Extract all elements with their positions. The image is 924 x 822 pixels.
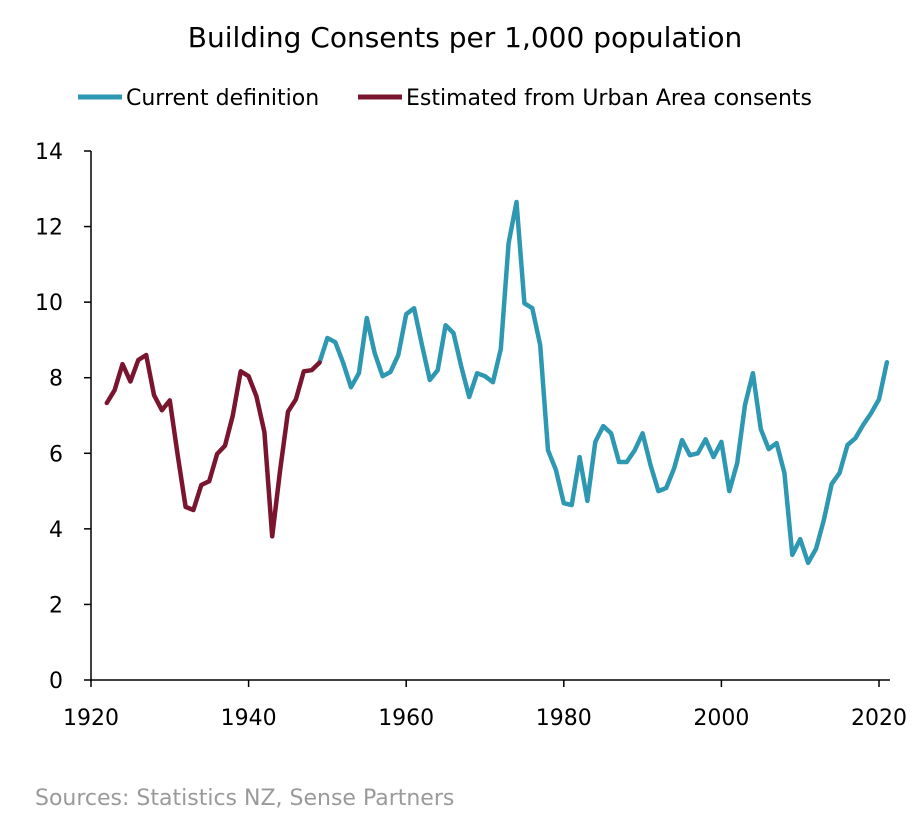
y-tick-label: 12 — [35, 216, 63, 241]
x-tick-label: 1960 — [378, 706, 434, 731]
y-tick-label: 10 — [35, 291, 63, 316]
y-tick-label: 4 — [49, 518, 63, 543]
y-tick-label: 14 — [35, 140, 63, 165]
x-tick-label: 1980 — [536, 706, 592, 731]
legend: Current definition Estimated from Urban … — [78, 86, 812, 111]
y-ticks: 0 2 4 6 8 10 12 14 — [35, 140, 91, 694]
x-tick-label: 2000 — [693, 706, 749, 731]
legend-label-current: Current definition — [126, 86, 319, 111]
y-tick-label: 8 — [49, 367, 63, 392]
series-lines — [104, 199, 890, 566]
y-tick-label: 2 — [49, 593, 63, 618]
y-tick-label: 6 — [49, 442, 63, 467]
source-note: Sources: Statistics NZ, Sense Partners — [35, 786, 454, 811]
y-tick-label: 0 — [49, 669, 63, 694]
x-tick-label: 1920 — [63, 706, 119, 731]
chart-title: Building Consents per 1,000 population — [188, 21, 742, 54]
x-tick-label: 2020 — [851, 706, 907, 731]
series-line-current-definition — [317, 199, 890, 566]
legend-label-estimated: Estimated from Urban Area consents — [406, 86, 812, 111]
axes — [90, 151, 890, 681]
x-tick-label: 1940 — [221, 706, 277, 731]
series-line-estimated-urban-area — [104, 352, 322, 539]
x-ticks: 1920 1940 1960 1980 2000 2020 — [63, 680, 907, 731]
